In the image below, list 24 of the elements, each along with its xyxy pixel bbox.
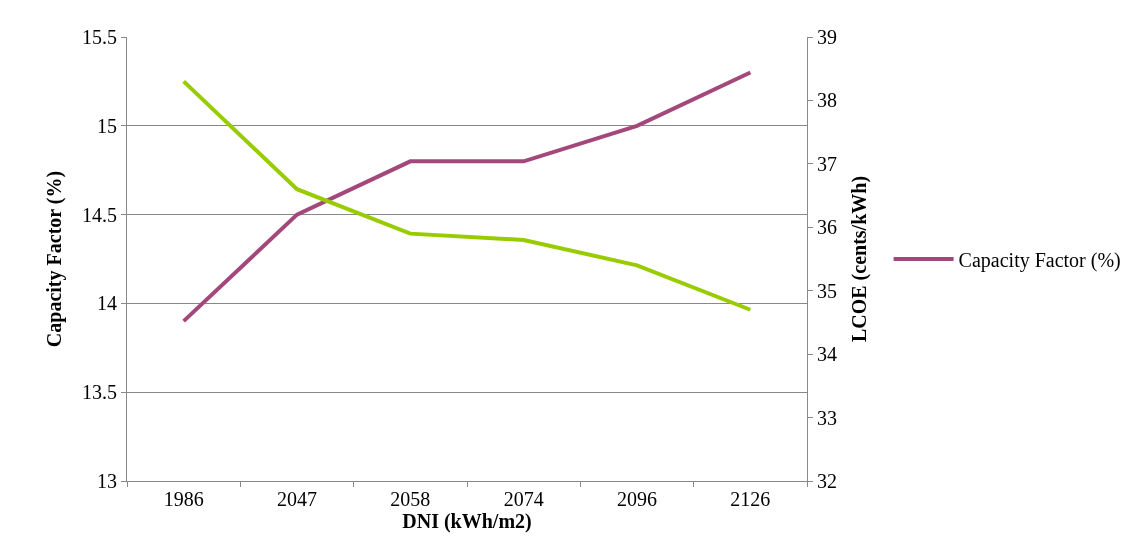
x-tick-label: 2096 <box>617 488 657 510</box>
x-tick-label: 1986 <box>163 488 204 510</box>
y-tick-label: 15 <box>97 114 117 137</box>
y-axis-title: Capacity Factor (%) <box>42 170 66 348</box>
y-tick-label: 14.5 <box>82 203 117 226</box>
x-tick-label: 2047 <box>277 488 317 510</box>
y-tick-label: 13 <box>97 470 117 492</box>
y2-tick-label: 39 <box>817 26 837 48</box>
y-tick-label: 13.5 <box>82 381 117 404</box>
y2-tick-label: 32 <box>817 470 837 492</box>
x-tick-label: 2126 <box>730 488 771 510</box>
y2-tick-label: 35 <box>817 279 837 302</box>
y2-axis-title: LCOE (cents/kWh) <box>847 175 871 343</box>
y2-tick-label: 33 <box>817 406 837 429</box>
x-axis-title: DNI (kWh/m2) <box>402 510 532 533</box>
legend-label: Capacity Factor (%) <box>958 248 1121 272</box>
y2-tick-label: 36 <box>817 216 837 239</box>
y-tick-label: 14 <box>97 292 117 315</box>
y-tick-label: 15.5 <box>82 26 117 48</box>
x-tick-label: 2058 <box>390 488 431 510</box>
y2-tick-label: 37 <box>817 152 837 175</box>
y2-tick-label: 34 <box>817 343 837 366</box>
x-tick-label: 2074 <box>503 488 544 510</box>
y2-tick-label: 38 <box>817 89 837 112</box>
